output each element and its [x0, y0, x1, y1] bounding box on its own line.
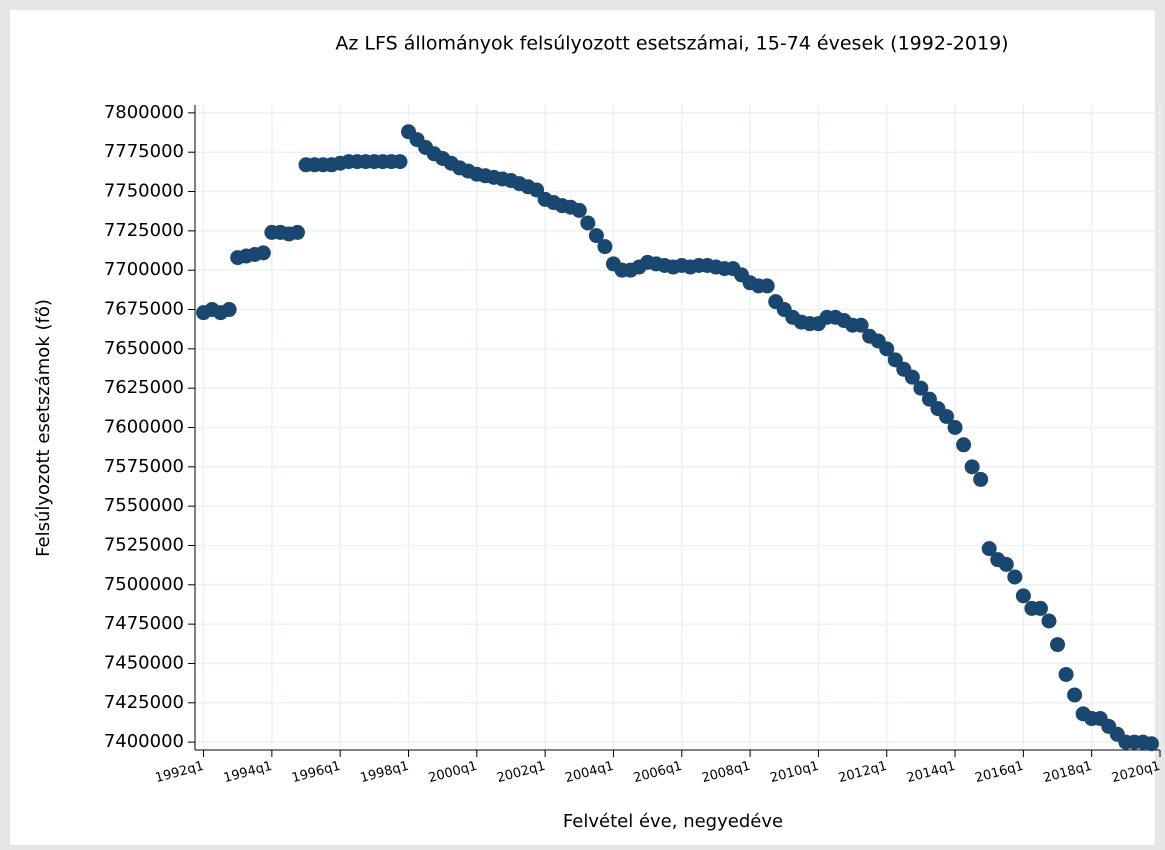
x-axis-label: Felvétel éve, negyedéve — [563, 811, 783, 832]
point — [221, 302, 237, 318]
chart-title: Az LFS állományok felsúlyozott esetszáma… — [335, 33, 1008, 55]
y-tick-label: 7575000 — [104, 456, 184, 477]
point — [289, 224, 305, 240]
point — [588, 228, 604, 244]
y-tick-label: 7625000 — [104, 377, 184, 398]
y-tick-label: 7425000 — [104, 692, 184, 713]
point — [1015, 588, 1031, 604]
y-tick-label: 7650000 — [104, 338, 184, 359]
y-tick-label: 7725000 — [104, 220, 184, 241]
point — [571, 202, 587, 218]
y-tick-label: 7500000 — [104, 574, 184, 595]
point — [956, 437, 972, 453]
y-tick-label: 7550000 — [104, 495, 184, 516]
point — [947, 420, 963, 435]
point — [580, 215, 596, 231]
point — [998, 556, 1014, 572]
point — [879, 341, 895, 357]
point — [964, 459, 980, 475]
point — [597, 239, 613, 255]
point — [1143, 736, 1159, 752]
y-axis-label: Felsúlyozott esetszámok (fő) — [33, 299, 54, 557]
point — [1067, 687, 1083, 703]
point — [973, 471, 989, 487]
y-tick-label: 7675000 — [104, 299, 184, 320]
y-tick-label: 7400000 — [104, 731, 184, 752]
y-tick-label: 7450000 — [104, 652, 184, 673]
point — [392, 154, 408, 170]
point — [1058, 666, 1074, 682]
y-tick-label: 7700000 — [104, 259, 184, 280]
point — [981, 541, 997, 557]
y-tick-label: 7775000 — [104, 141, 184, 162]
y-tick-label: 7525000 — [104, 534, 184, 555]
point — [939, 408, 955, 424]
y-tick-label: 7800000 — [104, 102, 184, 123]
y-tick-label: 7600000 — [104, 417, 184, 438]
point — [1050, 637, 1066, 653]
y-tick-label: 7750000 — [104, 181, 184, 202]
point — [255, 245, 271, 261]
point — [1007, 569, 1023, 585]
point — [1032, 600, 1048, 616]
point — [853, 317, 869, 333]
point — [904, 369, 920, 385]
point — [1041, 613, 1057, 629]
point — [913, 380, 929, 396]
point — [759, 278, 775, 294]
y-tick-label: 7475000 — [104, 613, 184, 634]
